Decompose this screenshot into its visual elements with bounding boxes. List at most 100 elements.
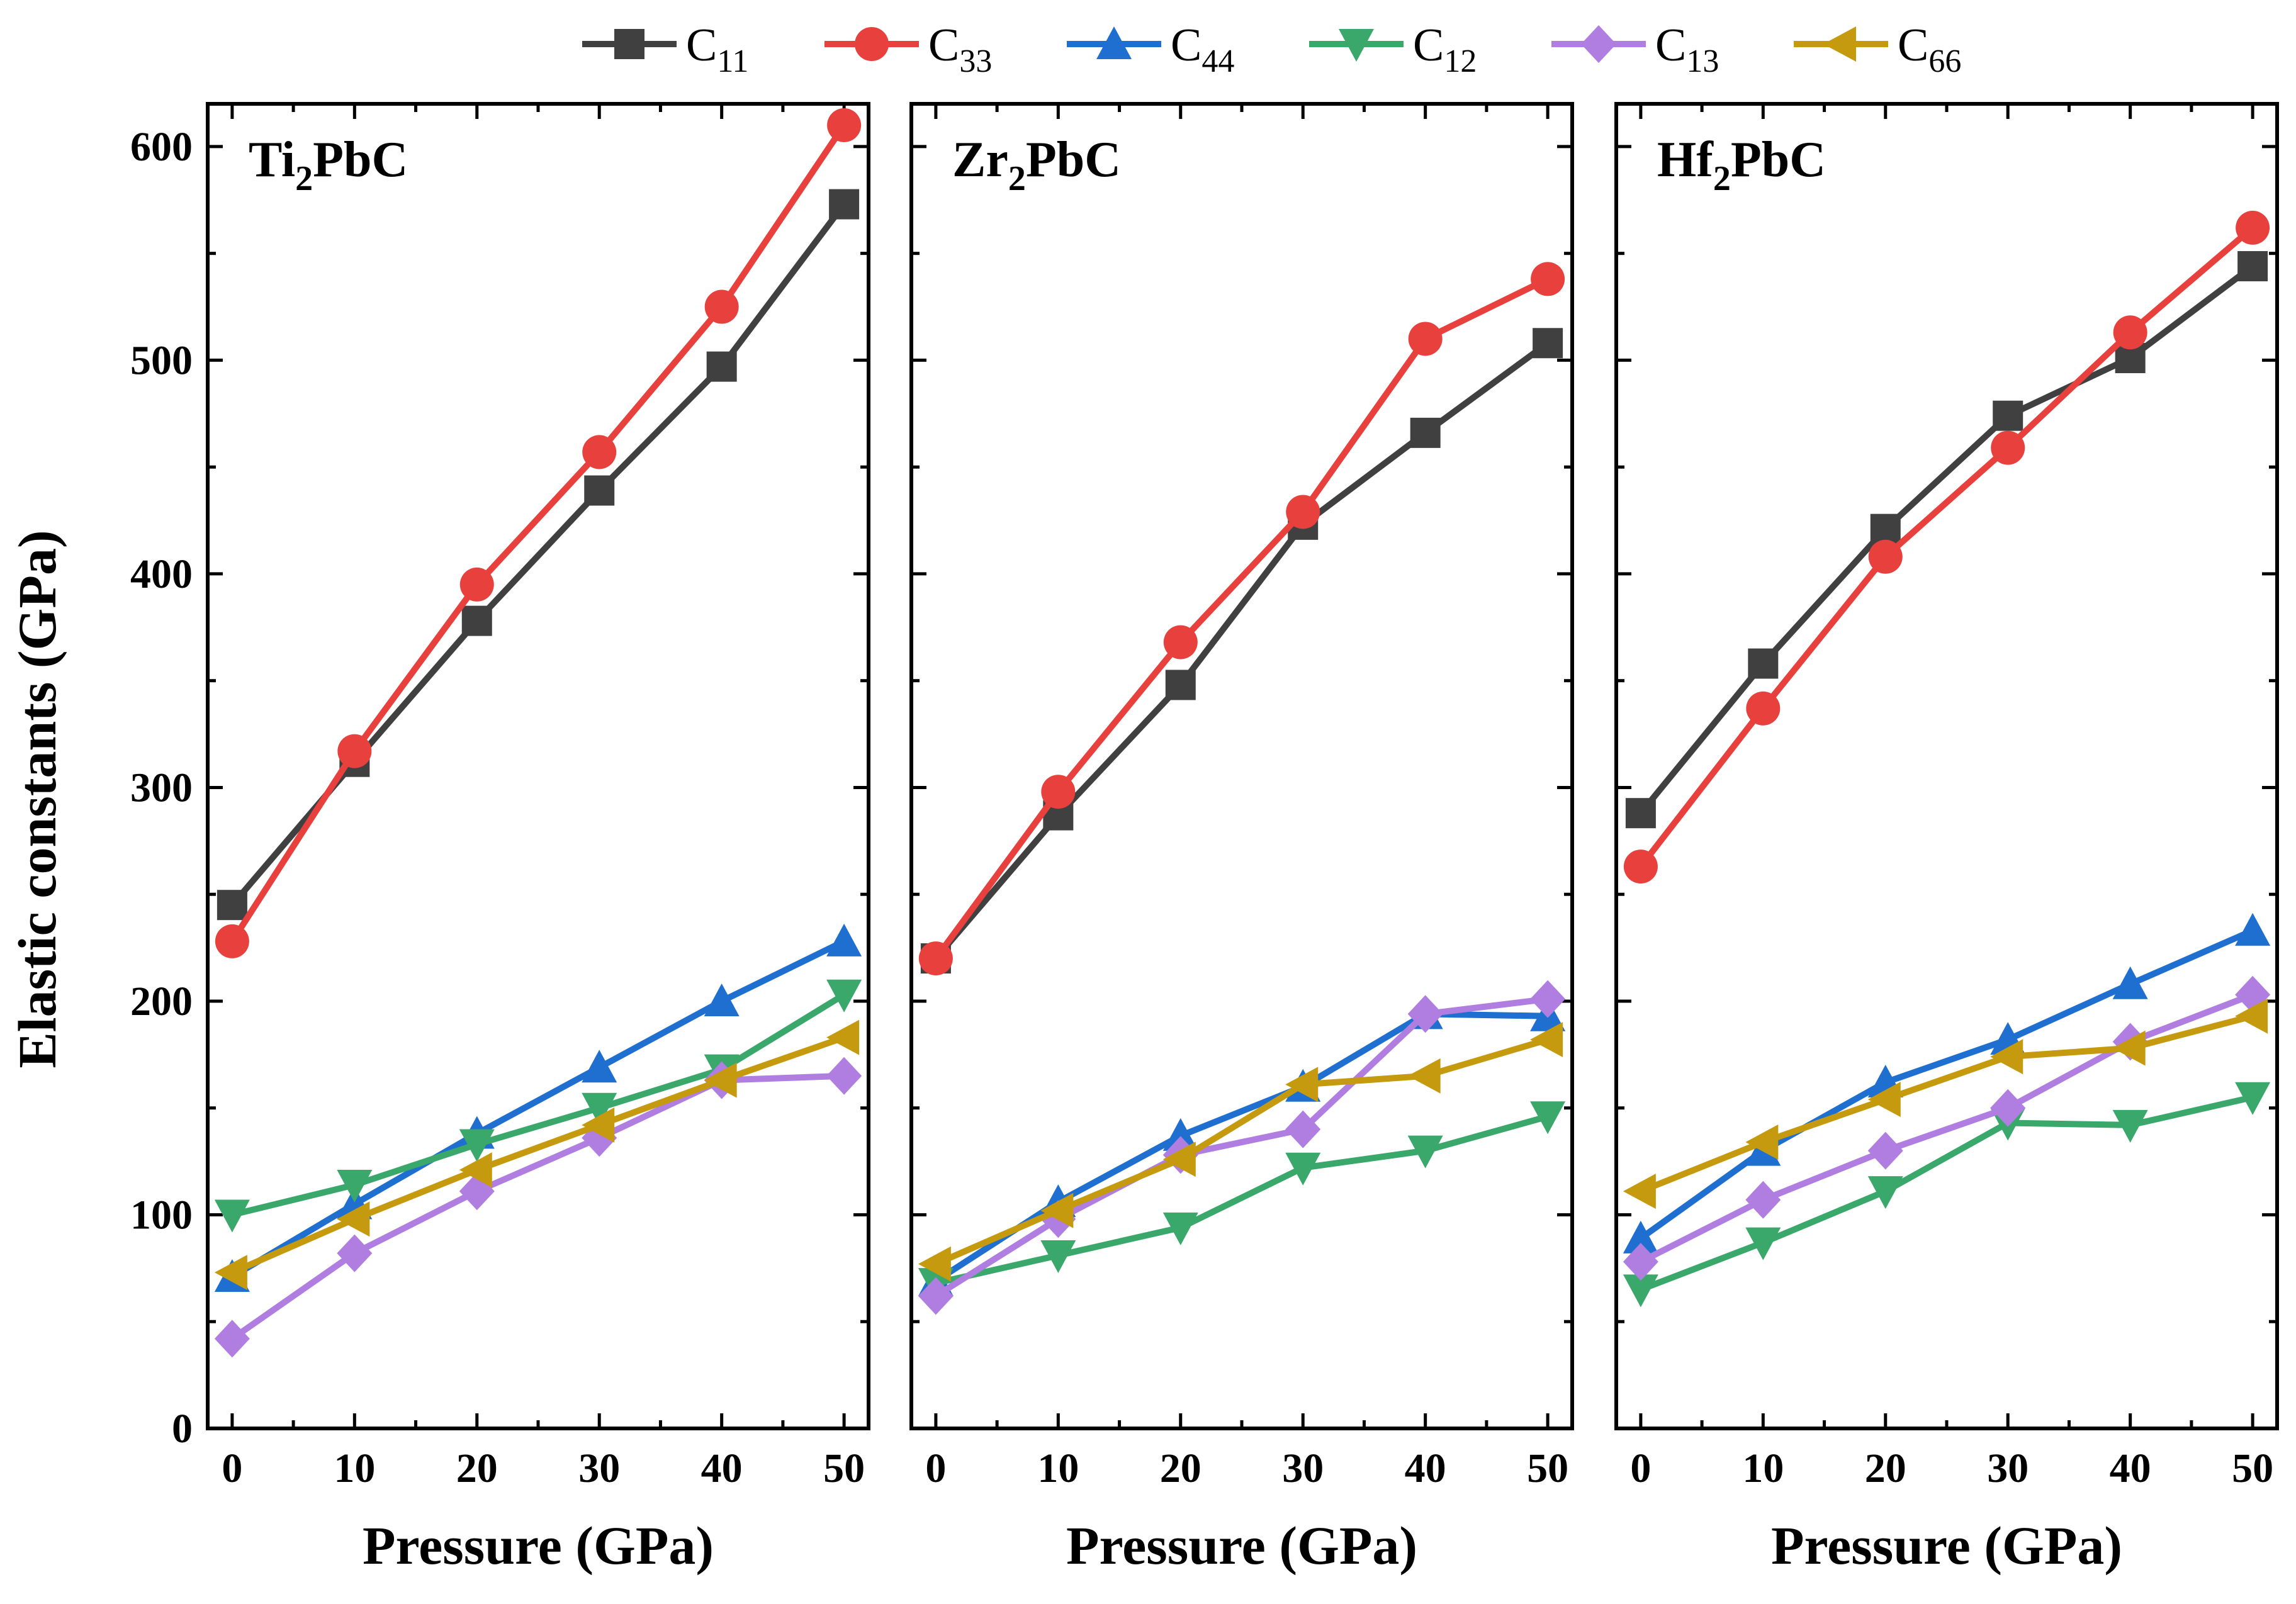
legend-label-c44: C44 xyxy=(1171,20,1234,79)
x-tick-label: 10 xyxy=(1742,1445,1784,1491)
data-point-c33 xyxy=(337,734,372,768)
series-line-c13 xyxy=(230,1072,845,1342)
data-point-c33 xyxy=(1991,430,2025,465)
data-point-c11 xyxy=(706,351,737,382)
series-c13 xyxy=(1623,975,2271,1281)
series-c12 xyxy=(918,1101,1566,1301)
data-point-c44 xyxy=(826,923,862,956)
data-point-c33 xyxy=(704,289,739,324)
data-point-c12 xyxy=(1530,1101,1566,1135)
data-point-c12 xyxy=(1285,1152,1321,1186)
data-point-c66 xyxy=(704,1062,737,1098)
data-point-c13 xyxy=(1990,1089,2026,1127)
data-point-c13 xyxy=(1867,1131,1903,1170)
series-line-c13 xyxy=(1639,992,2254,1265)
data-point-c33 xyxy=(1868,539,1903,574)
series-c66 xyxy=(1623,998,2268,1209)
data-point-c13 xyxy=(1745,1181,1781,1219)
y-tick-label: 0 xyxy=(172,1406,193,1452)
x-tick-label: 50 xyxy=(1527,1445,1568,1491)
series-line-c11 xyxy=(1638,264,2255,816)
data-point-c33 xyxy=(1041,775,1076,809)
data-point-c12 xyxy=(1040,1240,1076,1273)
data-point-c12 xyxy=(2235,1082,2271,1115)
data-point-c33 xyxy=(1623,850,1658,884)
legend-entry-c11: C11 xyxy=(582,20,748,79)
series-line-c66 xyxy=(934,1036,1549,1267)
x-tick-label: 40 xyxy=(1405,1445,1446,1491)
x-tick-label: 10 xyxy=(334,1445,375,1491)
data-point-c12 xyxy=(1745,1227,1781,1260)
legend-label-c66: C66 xyxy=(1898,20,1961,79)
data-point-c66 xyxy=(459,1152,492,1188)
x-tick-label: 30 xyxy=(1987,1445,2029,1491)
data-point-c11 xyxy=(217,890,247,921)
data-point-c66 xyxy=(1162,1141,1196,1177)
panel-title: Zr2PbC xyxy=(952,132,1121,198)
x-tick-label: 20 xyxy=(1160,1445,1201,1491)
series-c33 xyxy=(1623,210,2270,884)
data-point-c12 xyxy=(1407,1135,1443,1169)
data-point-c11 xyxy=(1870,513,1901,544)
data-point-c13 xyxy=(1530,980,1566,1018)
data-point-c33 xyxy=(459,567,494,602)
data-point-c44 xyxy=(2235,912,2271,946)
data-point-c13 xyxy=(918,1277,954,1315)
y-tick-label: 200 xyxy=(130,979,193,1024)
data-point-c33 xyxy=(1746,691,1781,726)
x-tick-label: 10 xyxy=(1037,1445,1079,1491)
data-point-c44 xyxy=(1623,1220,1658,1253)
series-line-c11 xyxy=(933,340,1550,961)
x-tick-label: 20 xyxy=(456,1445,498,1491)
series-c33 xyxy=(918,262,1565,976)
panel-title: Hf2PbC xyxy=(1657,132,1826,198)
series-line-c66 xyxy=(1640,1012,2254,1194)
data-point-c33 xyxy=(1531,262,1565,296)
data-point-c44 xyxy=(704,983,740,1016)
data-point-c13 xyxy=(1623,1243,1658,1281)
legend-entry-c13: C13 xyxy=(1551,20,1719,79)
y-tick-label: 500 xyxy=(130,337,193,383)
data-point-c66 xyxy=(1040,1192,1074,1228)
data-point-c11 xyxy=(1533,328,1563,359)
x-axis-title: Pressure (GPa) xyxy=(1066,1515,1417,1576)
x-tick-label: 20 xyxy=(1865,1445,1906,1491)
series-line-c13 xyxy=(934,995,1548,1299)
series-line-c44 xyxy=(1638,928,2254,1241)
series-c44 xyxy=(1623,912,2271,1253)
data-point-c12 xyxy=(1162,1212,1198,1245)
data-point-c66 xyxy=(2112,1030,2146,1066)
x-axis-title: Pressure (GPa) xyxy=(1771,1515,2122,1576)
data-point-c33 xyxy=(215,924,249,958)
legend: C11 C33 C44 C12 C13 C66 xyxy=(582,20,1961,79)
series-line-c33 xyxy=(1638,225,2255,869)
data-point-c66 xyxy=(826,1019,860,1055)
legend-entry-c66: C66 xyxy=(1794,20,1961,79)
series-line-c12 xyxy=(1640,1094,2254,1293)
data-point-c12 xyxy=(582,1092,617,1126)
y-tick-label: 600 xyxy=(130,124,193,170)
x-tick-label: 40 xyxy=(701,1445,743,1491)
data-point-c44 xyxy=(582,1050,617,1083)
data-point-c12 xyxy=(459,1129,495,1162)
data-point-c12 xyxy=(1867,1176,1903,1209)
data-point-c12 xyxy=(2112,1109,2148,1143)
x-tick-label: 30 xyxy=(578,1445,620,1491)
series-line-c12 xyxy=(935,1113,1549,1287)
series-c11 xyxy=(1625,251,2268,829)
legend-marker-c11 xyxy=(614,29,644,59)
data-point-c66 xyxy=(1745,1124,1779,1160)
legend-marker-c66 xyxy=(1823,26,1856,62)
data-point-c66 xyxy=(337,1201,370,1237)
data-point-c13 xyxy=(214,1320,250,1358)
legend-label-c13: C13 xyxy=(1655,20,1719,79)
legend-entry-c12: C12 xyxy=(1309,20,1477,79)
legend-label-c33: C33 xyxy=(928,20,992,79)
panel-zr2pbc: 0 10 20 30 40 50 Pressure (GPa) Zr2PbC xyxy=(909,102,1574,1576)
series-c12 xyxy=(214,979,862,1233)
x-tick-label: 30 xyxy=(1282,1445,1324,1491)
data-point-c13 xyxy=(1285,1110,1321,1148)
x-tick-label: 50 xyxy=(823,1445,865,1491)
